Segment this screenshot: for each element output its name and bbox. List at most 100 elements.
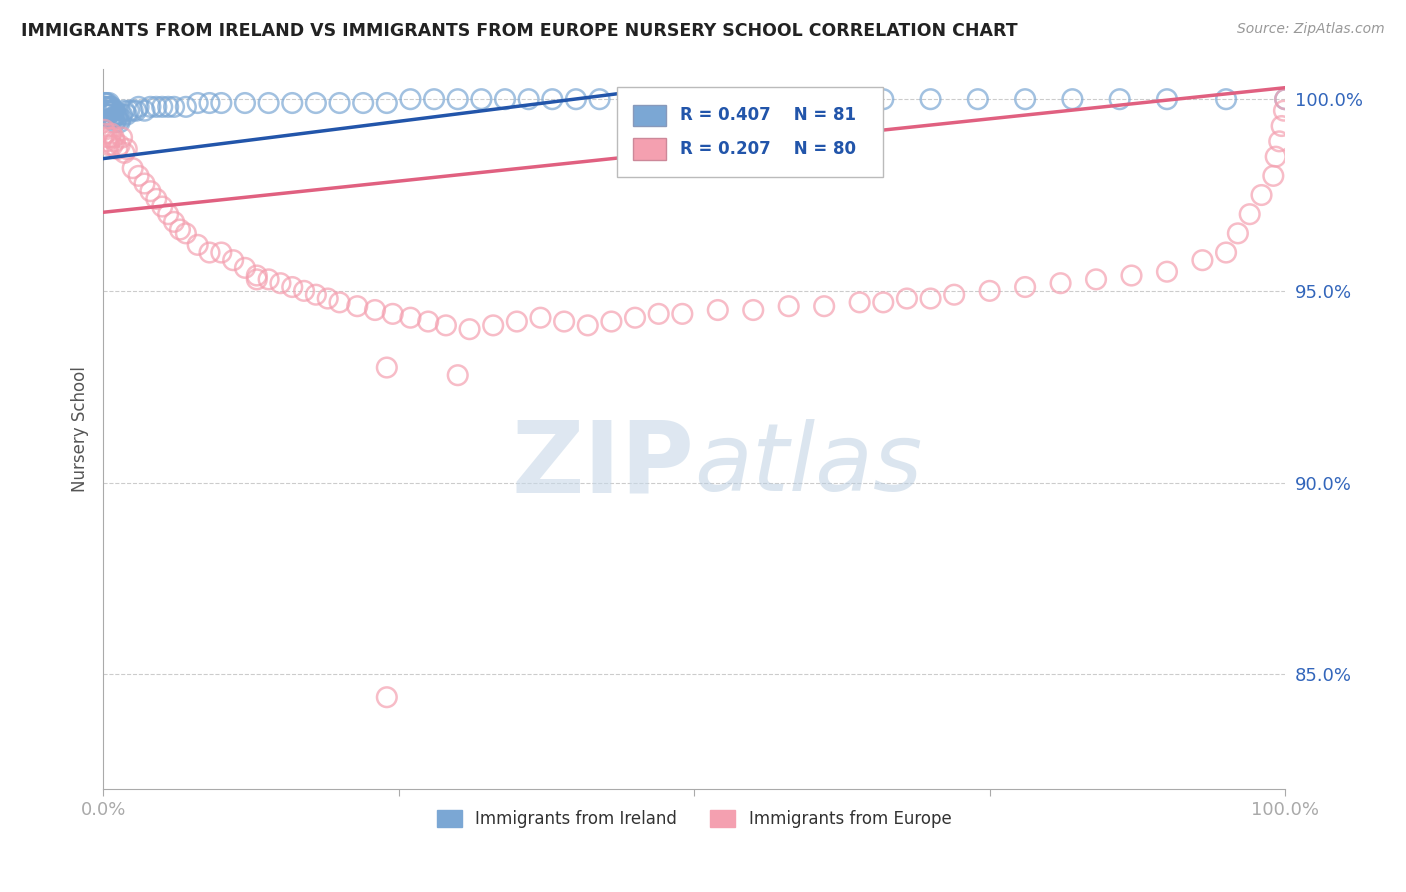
Point xyxy=(96,134,118,148)
Point xyxy=(139,100,162,114)
Point xyxy=(943,287,966,301)
Point xyxy=(108,115,131,129)
Point xyxy=(896,292,918,306)
Point xyxy=(233,260,256,275)
Point xyxy=(174,100,197,114)
Point xyxy=(128,100,150,114)
Point xyxy=(671,307,693,321)
Point xyxy=(121,103,143,118)
Point xyxy=(1121,268,1143,283)
Point xyxy=(105,142,128,156)
Point xyxy=(115,107,138,121)
Point xyxy=(104,134,127,148)
Point xyxy=(246,268,269,283)
Point xyxy=(872,295,894,310)
Point xyxy=(94,100,117,114)
Point xyxy=(93,95,115,110)
Point xyxy=(98,107,121,121)
Point xyxy=(103,130,125,145)
Point xyxy=(730,92,752,106)
Point xyxy=(399,310,422,325)
Point xyxy=(707,303,730,318)
Point xyxy=(97,130,120,145)
Point xyxy=(105,107,128,121)
Text: ZIP: ZIP xyxy=(512,417,695,514)
Point xyxy=(565,92,588,106)
Point xyxy=(97,107,120,121)
Point xyxy=(96,107,118,121)
Legend: Immigrants from Ireland, Immigrants from Europe: Immigrants from Ireland, Immigrants from… xyxy=(430,804,957,835)
Point xyxy=(1085,272,1108,286)
Point xyxy=(163,215,186,229)
Point xyxy=(541,92,564,106)
Point xyxy=(100,112,122,126)
Point xyxy=(98,100,121,114)
Point xyxy=(96,95,118,110)
Point xyxy=(766,92,789,106)
Point xyxy=(98,112,121,126)
Point xyxy=(98,138,121,153)
Point xyxy=(447,92,470,106)
Point xyxy=(1049,276,1071,290)
Point xyxy=(112,145,135,160)
Bar xyxy=(633,104,666,126)
Point xyxy=(1239,207,1261,221)
Point xyxy=(103,112,125,126)
Point xyxy=(966,92,988,106)
Point xyxy=(104,115,127,129)
Point xyxy=(139,184,162,198)
FancyBboxPatch shape xyxy=(617,87,883,177)
Point xyxy=(150,200,173,214)
Point xyxy=(1156,265,1178,279)
Point xyxy=(979,284,1001,298)
Text: IMMIGRANTS FROM IRELAND VS IMMIGRANTS FROM EUROPE NURSERY SCHOOL CORRELATION CHA: IMMIGRANTS FROM IRELAND VS IMMIGRANTS FR… xyxy=(21,22,1018,40)
Point xyxy=(97,100,120,114)
Point xyxy=(920,92,942,106)
Point xyxy=(576,318,599,333)
Point xyxy=(93,100,115,114)
Point xyxy=(848,295,870,310)
Point xyxy=(98,130,121,145)
Point xyxy=(837,92,859,106)
Point xyxy=(108,138,131,153)
Point xyxy=(105,112,128,126)
Point xyxy=(1264,150,1286,164)
Point xyxy=(418,314,440,328)
Point xyxy=(94,103,117,118)
Point xyxy=(1156,92,1178,106)
Point xyxy=(517,92,540,106)
Point xyxy=(624,310,647,325)
Point xyxy=(328,95,350,110)
Point xyxy=(364,303,387,318)
Point xyxy=(305,95,328,110)
Point xyxy=(150,100,173,114)
Point xyxy=(553,314,575,328)
Point xyxy=(813,299,835,313)
Point xyxy=(742,303,765,318)
Point xyxy=(100,100,122,114)
Point xyxy=(281,280,304,294)
Point xyxy=(98,103,121,118)
Point xyxy=(257,272,280,286)
Point xyxy=(233,95,256,110)
Point xyxy=(1226,227,1249,241)
Point xyxy=(1215,245,1237,260)
Text: Source: ZipAtlas.com: Source: ZipAtlas.com xyxy=(1237,22,1385,37)
Point xyxy=(157,207,180,221)
Point xyxy=(134,103,156,118)
Point xyxy=(328,295,350,310)
Text: atlas: atlas xyxy=(695,419,922,510)
Point xyxy=(107,107,129,121)
Point xyxy=(1274,92,1296,106)
Point xyxy=(98,95,121,110)
Point xyxy=(145,100,167,114)
Point xyxy=(100,127,122,141)
Point xyxy=(169,222,191,236)
Point xyxy=(111,130,134,145)
Point xyxy=(778,299,800,313)
Point xyxy=(96,103,118,118)
Point xyxy=(1191,253,1213,268)
Point xyxy=(246,272,269,286)
Point xyxy=(305,287,328,301)
Text: R = 0.207    N = 80: R = 0.207 N = 80 xyxy=(681,140,856,158)
